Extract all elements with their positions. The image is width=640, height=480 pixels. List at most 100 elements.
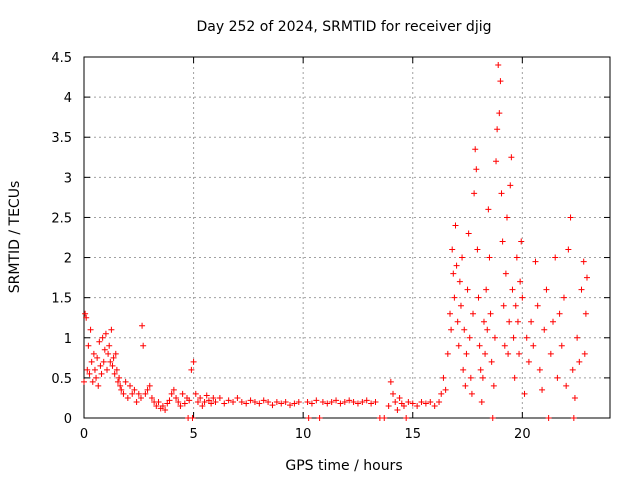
data-point	[221, 400, 228, 407]
axis-ticks	[83, 56, 610, 419]
data-point	[170, 386, 177, 393]
data-point	[203, 392, 210, 399]
data-point	[89, 378, 96, 385]
data-point	[107, 358, 114, 365]
data-point	[238, 398, 245, 405]
data-point	[422, 400, 429, 407]
data-point	[102, 330, 109, 337]
data-point	[197, 394, 204, 401]
data-point	[468, 390, 475, 397]
x-tick-label: 20	[514, 427, 531, 442]
data-point	[159, 402, 166, 409]
data-point	[316, 415, 323, 421]
data-point	[457, 302, 464, 309]
data-point	[354, 400, 361, 407]
data-point	[199, 402, 206, 409]
data-point	[521, 390, 528, 397]
data-point	[85, 342, 92, 349]
data-point	[477, 366, 484, 373]
data-point	[230, 398, 237, 405]
data-point	[493, 158, 500, 165]
data-point	[560, 294, 567, 301]
data-point	[104, 366, 111, 373]
data-point	[460, 366, 467, 373]
data-point	[496, 110, 503, 117]
data-point	[466, 334, 473, 341]
data-point	[188, 366, 195, 373]
data-point	[346, 397, 353, 404]
data-point	[108, 326, 115, 333]
data-point	[519, 294, 526, 301]
y-tick-label: 1	[64, 332, 72, 347]
data-point	[111, 370, 118, 377]
data-point	[81, 378, 87, 385]
data-point	[122, 378, 129, 385]
y-tick-label: 0.5	[51, 372, 72, 387]
data-point	[472, 146, 479, 153]
data-point	[313, 397, 320, 404]
data-point	[162, 406, 169, 413]
data-point	[485, 206, 492, 213]
data-point	[131, 386, 138, 393]
data-point	[83, 314, 90, 321]
data-point	[166, 397, 173, 404]
data-point	[517, 278, 524, 285]
data-point	[135, 390, 142, 397]
data-point	[491, 334, 498, 341]
data-point	[563, 382, 570, 389]
data-point	[462, 382, 469, 389]
data-point	[84, 366, 91, 373]
data-point	[208, 400, 215, 407]
data-point	[454, 318, 461, 325]
data-point	[478, 398, 485, 405]
data-point	[436, 398, 443, 405]
data-point	[189, 415, 196, 421]
x-axis-title: GPS time / hours	[285, 458, 402, 474]
data-point	[502, 270, 509, 277]
data-point	[205, 397, 212, 404]
data-point	[547, 350, 554, 357]
data-point	[359, 398, 366, 405]
data-point	[97, 362, 104, 369]
y-axis-title: SRMTID / TECUs	[7, 181, 23, 294]
y-tick-label: 2.5	[51, 211, 72, 226]
data-point	[431, 402, 438, 409]
data-point	[449, 246, 456, 253]
data-point	[409, 400, 416, 407]
data-point	[530, 342, 537, 349]
data-point	[109, 362, 116, 369]
data-point	[545, 415, 552, 421]
data-points	[81, 62, 590, 421]
data-point	[438, 390, 445, 397]
data-point	[453, 262, 460, 269]
data-point	[451, 294, 458, 301]
data-point	[400, 402, 407, 409]
data-point	[574, 334, 581, 341]
data-point	[510, 334, 517, 341]
data-point	[507, 182, 514, 189]
data-point	[114, 378, 121, 385]
data-point	[525, 358, 532, 365]
data-point	[505, 350, 512, 357]
data-point	[487, 310, 494, 317]
data-point	[260, 397, 267, 404]
data-point	[144, 386, 151, 393]
data-point	[96, 338, 103, 345]
data-point	[90, 350, 97, 357]
data-point	[516, 350, 523, 357]
data-point	[98, 370, 105, 377]
data-point	[494, 126, 501, 133]
data-point	[225, 397, 232, 404]
data-point	[155, 398, 162, 405]
data-point	[148, 394, 155, 401]
y-tick-label: 2	[64, 252, 72, 267]
x-tick-label: 15	[404, 427, 421, 442]
data-point	[464, 286, 471, 293]
data-point	[179, 390, 186, 397]
data-point	[503, 214, 510, 221]
data-point	[471, 190, 478, 197]
data-point	[99, 334, 106, 341]
data-point	[580, 258, 587, 265]
data-point	[482, 350, 489, 357]
data-point	[88, 358, 95, 365]
